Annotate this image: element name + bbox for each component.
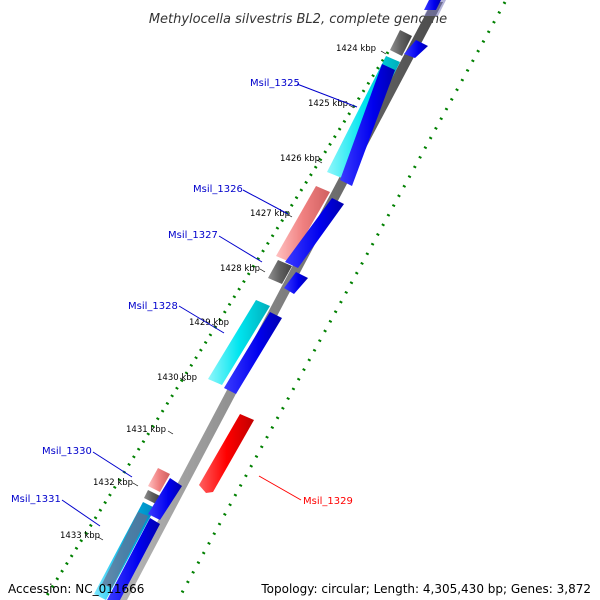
tick-label: 1430 kbp <box>157 373 197 383</box>
blast-hit-pink <box>276 186 330 262</box>
gene-label-msil-1325[interactable]: Msil_1325 <box>250 78 300 89</box>
tick-label: 1425 kbp <box>308 99 348 109</box>
tick-label: 1431 kbp <box>126 425 166 435</box>
tick-marks <box>97 50 387 541</box>
tick-labels: 1424 kbp 1425 kbp 1426 kbp 1427 kbp 1428… <box>60 44 376 541</box>
gene-label-msil-1326[interactable]: Msil_1326 <box>193 184 243 195</box>
gene-label-msil-1330[interactable]: Msil_1330 <box>42 446 92 457</box>
gene-labels: Msil_1325 Msil_1326 Msil_1327 Msil_1328 … <box>11 78 353 507</box>
accession-text: Accession: NC_011666 <box>8 582 145 596</box>
topology-text: Topology: circular; Length: 4,305,430 bp… <box>261 582 591 596</box>
tick-label: 1427 kbp <box>250 209 290 219</box>
cds-reverse-arrow <box>199 414 254 493</box>
tick-label: 1428 kbp <box>220 264 260 274</box>
gc-dots-outer <box>176 1 507 600</box>
blast-hit-gray <box>268 260 292 284</box>
tick-label: 1424 kbp <box>336 44 376 54</box>
blast-hit-gray <box>144 490 160 504</box>
blast-hit-cyan <box>208 300 270 385</box>
gene-label-msil-1328[interactable]: Msil_1328 <box>128 301 178 312</box>
cds-forward-arrow <box>148 478 182 520</box>
forward-cds-track <box>107 0 441 600</box>
cds-forward-arrow <box>224 312 282 394</box>
blast-hit-shade <box>102 512 148 588</box>
cds-forward-arrow <box>340 64 395 186</box>
gene-label-leaders <box>61 83 358 527</box>
gene-label-msil-1329[interactable]: Msil_1329 <box>303 496 353 507</box>
gene-label-msil-1331[interactable]: Msil_1331 <box>11 494 61 505</box>
cds-forward-arrow <box>107 518 160 600</box>
blast-hit-gray <box>390 30 412 56</box>
tick-label: 1429 kbp <box>189 318 229 328</box>
cds-forward <box>424 0 441 10</box>
tick-label: 1432 kbp <box>93 478 133 488</box>
tick-label: 1426 kbp <box>280 154 320 164</box>
gene-label-msil-1327[interactable]: Msil_1327 <box>168 230 218 241</box>
cds-forward-arrow <box>404 40 428 58</box>
cds-forward-arrow <box>284 272 308 294</box>
map-title: Methylocella silvestris BL2, complete ge… <box>149 12 447 27</box>
blast-hit-pink <box>148 468 170 492</box>
cds-forward-arrow <box>285 198 344 268</box>
tick-label: 1433 kbp <box>60 531 100 541</box>
